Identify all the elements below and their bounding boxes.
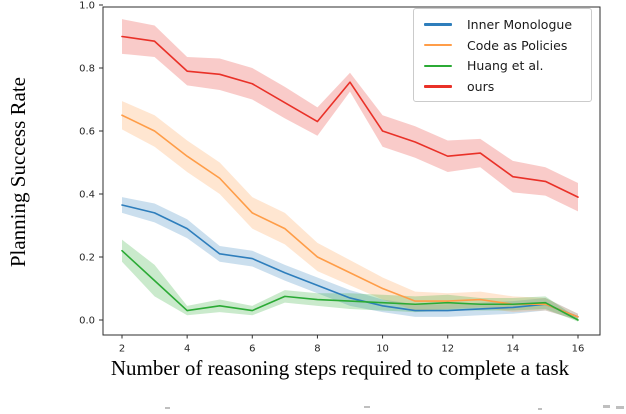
series-line-huang-et-al — [121, 249, 579, 321]
legend-label: Huang et al. — [467, 58, 544, 74]
y-tick-label: 1.0 — [79, 1, 95, 12]
legend-line-swatch — [424, 85, 452, 88]
legend-item-huang-et-al: Huang et al. — [422, 56, 583, 77]
series-line-inner-monologue — [121, 204, 579, 318]
caption-fragment — [165, 407, 170, 409]
caption-fragment — [364, 406, 370, 408]
legend-line-swatch — [424, 23, 452, 26]
series-line-ours — [121, 35, 579, 198]
legend: Inner Monologue Code as Policies Huang e… — [413, 8, 592, 102]
legend-label: Code as Policies — [467, 37, 568, 53]
x-tick-label: 6 — [249, 344, 255, 355]
series-band-code-as-policies — [122, 101, 578, 320]
series-band-inner-monologue — [122, 197, 578, 320]
x-tick-label: 2 — [119, 344, 125, 355]
series-band-ours — [122, 19, 578, 212]
y-tick-label: 0.4 — [79, 190, 95, 201]
x-tick-label: 16 — [572, 344, 585, 355]
caption-fragment — [616, 406, 624, 409]
y-axis-label: Planning Success Rate — [5, 77, 30, 268]
legend-item-code-as-policies: Code as Policies — [422, 35, 583, 56]
x-tick-label: 8 — [314, 344, 320, 355]
legend-label: Inner Monologue — [467, 16, 573, 32]
legend-line-swatch — [424, 43, 452, 47]
x-tick-label: 10 — [376, 344, 389, 355]
axes-frame — [102, 6, 601, 336]
caption-fragment — [538, 408, 542, 410]
caption-fragment — [603, 405, 610, 408]
x-tick-label: 12 — [441, 344, 454, 355]
legend-item-inner-monologue: Inner Monologue — [422, 14, 583, 35]
y-tick-label: 0.0 — [79, 316, 95, 327]
x-tick-label: 4 — [184, 344, 190, 355]
x-axis-label: Number of reasoning steps required to co… — [110, 356, 570, 380]
axes-frame-and-ticks: 2 4 6 8 10 12 14 16 0.0 0.2 0.4 0.6 0.8 1.0 — [79, 1, 601, 355]
y-tick-label: 0.6 — [79, 127, 95, 138]
legend-label: ours — [467, 79, 495, 95]
x-tick-label: 14 — [506, 344, 519, 355]
legend-line-swatch — [424, 64, 452, 68]
legend-item-ours: ours — [422, 76, 583, 97]
series-line-code-as-policies — [121, 114, 579, 318]
series-lines — [121, 35, 579, 321]
y-tick-label: 0.8 — [79, 64, 95, 75]
y-tick-label: 0.2 — [79, 253, 95, 264]
